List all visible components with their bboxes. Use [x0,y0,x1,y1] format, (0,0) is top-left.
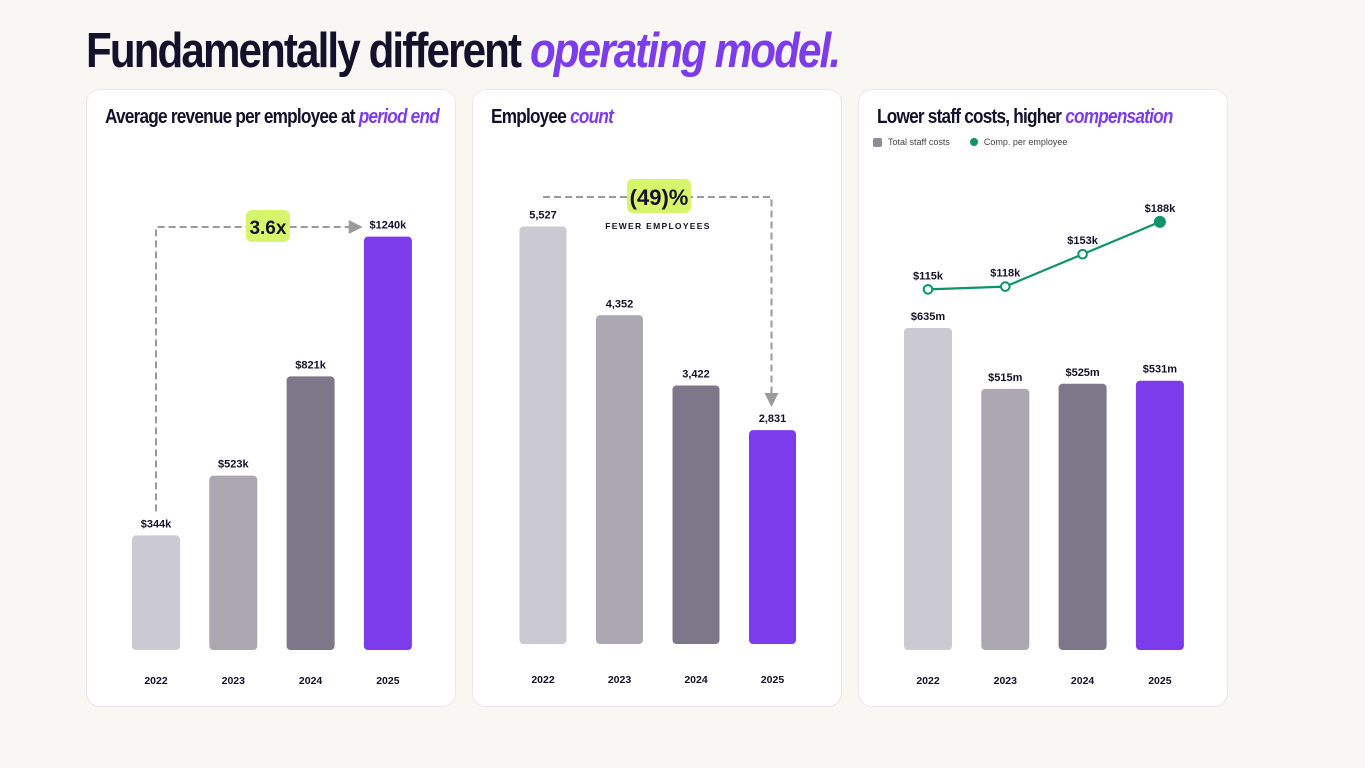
comp-point-2024 [1077,248,1088,260]
bar-2022 [132,535,180,650]
card-title-main: Average revenue per employee at [105,106,356,128]
headline-main: Fundamentally different [86,24,522,78]
bar-value-label: 2,831 [759,413,787,425]
revenue-per-employee-chart: $344k 2022 $523k 2023 $821k 2024 $1240k 2025 3.6… [132,210,412,687]
bar-value-label: $635m [911,311,945,323]
bar-value-label: 4,352 [606,298,634,310]
bar-value-label: $523k [218,459,249,471]
comp-point-2023 [1000,281,1011,292]
bar-2025 [749,430,796,644]
staff-costs-chart: $635m 2022 $515m 2023 $525m 2024 $531m 2025 $115… [904,203,1184,687]
legend-label: Total staff costs [888,137,950,147]
x-tick-label: 2022 [144,675,168,687]
employee-count-card: Employee count 5,527 2022 4,352 2023 3,422 20… [472,89,842,707]
headline-accent: operating model. [529,24,841,78]
comp-point-2025 [1153,215,1166,228]
legend: Total staff costs Comp. per employee [873,137,1067,147]
callout-label: (49)% [630,185,689,210]
x-tick-label: 2025 [1148,675,1172,687]
bar-2023 [596,315,643,644]
staff-costs-card: Lower staff costs, higher compensation T… [858,89,1228,707]
bar-2025 [1135,380,1184,650]
callout-label: 3.6x [249,218,286,239]
bar-2022 [904,328,952,650]
bar-2024 [672,385,720,644]
comp-per-employee-line [927,220,1161,291]
headline: Fundamentally different operating model. [86,20,841,82]
card-title-main: Lower staff costs, higher [877,106,1062,128]
card-title-main: Employee [491,106,567,128]
callout-badge [627,179,691,213]
line-value-label: $118k [990,268,1021,280]
legend-item-staff-costs: Total staff costs [873,137,950,147]
bar-2024 [1058,383,1107,650]
card-title: Lower staff costs, higher compensation [877,106,1173,129]
legend-swatch-dot [969,138,978,146]
x-tick-label: 2023 [994,675,1018,687]
line-value-label: $188k [1145,203,1176,215]
callout-badge [245,210,290,242]
callout-sublabel: FEWER EMPLOYEES [605,221,710,231]
card-title-accent: compensation [1065,106,1173,128]
bar-2023 [981,388,1030,650]
x-tick-label: 2023 [222,675,246,687]
x-tick-label: 2022 [916,675,940,687]
legend-item-comp-per-employee: Comp. per employee [969,137,1068,147]
employee-count-chart: 5,527 2022 4,352 2023 3,422 2024 2,831 2025 (49)… [519,179,796,686]
line-value-label: $153k [1067,235,1098,247]
x-tick-label: 2024 [684,674,708,686]
bar-2025 [363,236,412,650]
card-title-accent: count [570,106,614,128]
legend-swatch-square [873,137,882,147]
bar-value-label: $515m [988,372,1022,384]
revenue-per-employee-card: Average revenue per employee at period e… [86,89,456,707]
x-tick-label: 2025 [376,675,400,687]
x-tick-label: 2022 [531,674,555,686]
decline-arrow [543,196,779,407]
x-tick-label: 2024 [299,675,323,687]
card-title-accent: period end [358,106,440,128]
card-title: Employee count [491,106,614,129]
x-tick-label: 2025 [761,674,785,686]
bar-value-label: 3,422 [682,369,710,381]
bar-value-label: $1240k [370,220,408,232]
x-tick-label: 2023 [608,674,632,686]
comp-point-2022 [922,284,934,295]
x-tick-label: 2024 [1071,675,1095,687]
bar-value-label: $525m [1065,367,1099,379]
bar-2022 [519,226,567,645]
bar-value-label: $344k [141,518,172,530]
growth-arrow [155,220,363,512]
card-title: Average revenue per employee at period e… [105,106,440,129]
line-value-label: $115k [913,270,944,282]
legend-label: Comp. per employee [983,137,1068,147]
bar-value-label: $531m [1143,364,1177,376]
bar-2024 [286,376,335,650]
bar-value-label: 5,527 [529,209,557,221]
bar-2023 [209,475,258,650]
bar-value-label: $821k [295,359,326,371]
